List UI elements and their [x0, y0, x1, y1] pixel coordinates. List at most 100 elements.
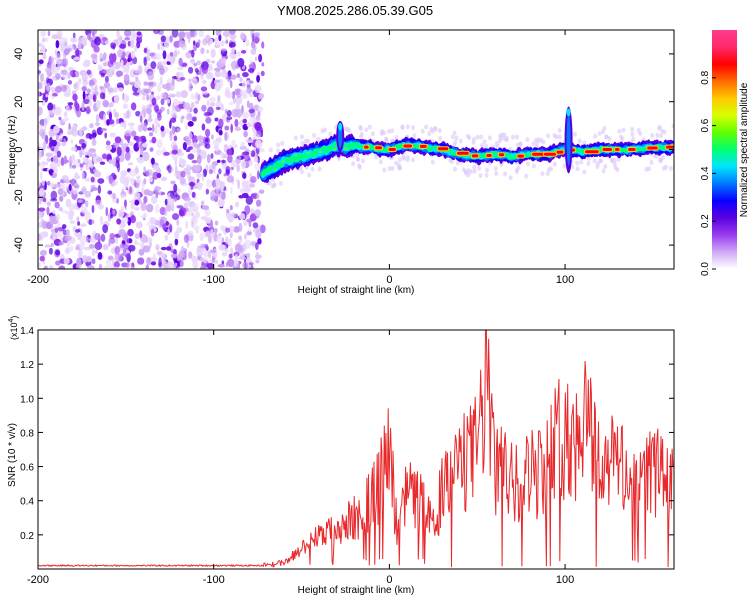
- noise-blob: [187, 146, 193, 150]
- noise-blob: [196, 60, 202, 66]
- noise-blob: [165, 36, 170, 42]
- noise-blob: [55, 260, 61, 266]
- spike-tip: [566, 108, 571, 117]
- noise-blob: [127, 162, 134, 166]
- halo-dot: [412, 133, 417, 139]
- y-tick-label: 1.4: [20, 326, 34, 337]
- noise-blob: [123, 73, 130, 81]
- noise-blob: [115, 70, 124, 77]
- noise-blob: [93, 152, 97, 158]
- noise-blob: [117, 49, 123, 58]
- noise-blob: [102, 153, 107, 160]
- noise-blob: [38, 233, 42, 241]
- noise-blob: [42, 197, 47, 203]
- noise-blob: [82, 99, 90, 105]
- noise-blob: [215, 30, 221, 37]
- noise-blob: [229, 30, 236, 35]
- halo-dot: [616, 156, 621, 162]
- noise-blob: [217, 95, 221, 102]
- noise-blob: [146, 256, 152, 266]
- noise-blob: [218, 57, 226, 68]
- halo-dot: [508, 175, 513, 181]
- halo-dot: [524, 173, 529, 179]
- noise-blob: [154, 219, 162, 226]
- noise-blob: [59, 206, 63, 212]
- noise-blob: [90, 85, 95, 93]
- colorbar-tick-label: 0.0: [700, 262, 711, 276]
- noise-blob: [218, 168, 222, 175]
- noise-blob: [58, 116, 62, 121]
- noise-blob: [67, 80, 73, 85]
- noise-blob: [206, 263, 215, 269]
- noise-blob: [81, 171, 85, 180]
- noise-blob: [108, 53, 114, 63]
- noise-blob: [71, 178, 75, 187]
- halo-dot: [485, 167, 490, 173]
- noise-blob: [62, 70, 68, 80]
- noise-blob: [206, 49, 209, 54]
- noise-blob: [108, 159, 114, 164]
- noise-blob: [243, 239, 252, 250]
- noise-blob: [179, 157, 184, 164]
- noise-blob: [60, 157, 65, 166]
- x-tick-label: -100: [203, 274, 225, 286]
- noise-blob: [104, 132, 107, 139]
- noise-blob: [110, 66, 115, 72]
- y-tick-label: -40: [13, 237, 25, 253]
- halo-dot: [355, 156, 360, 162]
- noise-blob: [199, 232, 204, 241]
- noise-blob: [115, 180, 119, 186]
- noise-blob: [255, 131, 262, 138]
- noise-blob: [240, 141, 246, 149]
- noise-blob: [180, 76, 186, 81]
- noise-blob: [115, 237, 119, 245]
- noise-blob: [204, 142, 207, 148]
- noise-blob: [74, 229, 81, 233]
- noise-blob: [94, 84, 98, 92]
- noise-blob: [52, 103, 56, 111]
- noise-blob: [171, 149, 178, 155]
- noise-blob: [85, 178, 90, 182]
- noise-blob: [47, 102, 54, 111]
- noise-blob: [201, 91, 209, 95]
- halo-dot: [655, 132, 660, 138]
- halo-dot: [610, 158, 615, 164]
- noise-blob: [102, 53, 107, 61]
- noise-blob: [129, 262, 132, 266]
- halo-dot: [303, 138, 308, 144]
- noise-blob: [198, 30, 205, 38]
- noise-blob: [50, 242, 54, 248]
- halo-dot: [575, 160, 580, 166]
- halo-dot: [602, 125, 607, 131]
- halo-dot: [484, 173, 489, 179]
- noise-blob: [121, 218, 129, 223]
- noise-blob: [207, 250, 212, 259]
- noise-blob: [142, 108, 147, 114]
- noise-blob: [107, 190, 113, 195]
- noise-blob: [148, 132, 154, 137]
- halo-dot: [539, 137, 544, 143]
- noise-blob: [174, 230, 180, 240]
- noise-blob: [230, 212, 237, 218]
- noise-blob: [243, 233, 247, 240]
- noise-blob: [243, 130, 248, 138]
- noise-blob: [250, 150, 256, 158]
- noise-blob: [61, 84, 67, 93]
- halo-dot: [336, 155, 341, 161]
- noise-blob: [160, 92, 167, 100]
- noise-blob: [160, 246, 167, 251]
- noise-blob: [140, 201, 147, 212]
- noise-blob: [151, 195, 158, 205]
- halo-dot: [452, 166, 457, 172]
- halo-dot: [453, 139, 458, 145]
- noise-blob: [103, 113, 106, 123]
- noise-blob: [94, 36, 101, 46]
- noise-blob: [136, 175, 141, 180]
- halo-dot: [438, 135, 443, 141]
- noise-blob: [255, 251, 259, 257]
- noise-blob: [38, 262, 41, 268]
- noise-blob: [163, 210, 167, 216]
- spectrogram-y-ticks: -40 -20 0 20 40: [13, 48, 674, 253]
- noise-blob: [63, 48, 70, 56]
- halo-dot: [546, 133, 551, 139]
